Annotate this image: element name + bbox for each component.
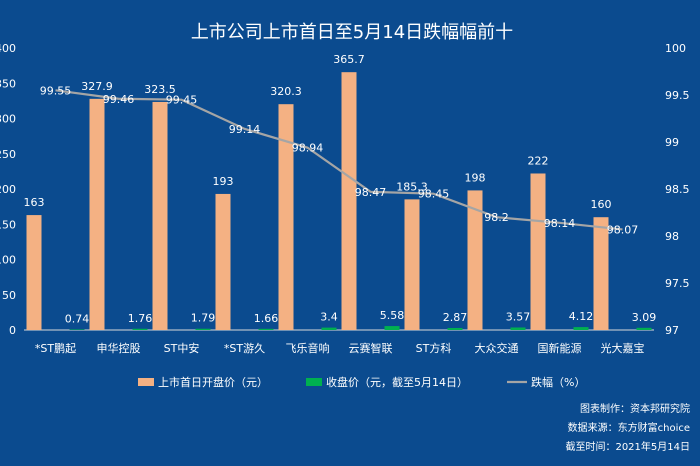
right-axis-tick-label: 98 xyxy=(665,230,679,243)
x-axis-tick-label: 申华控股 xyxy=(97,341,141,355)
open-price-label: 163 xyxy=(24,196,45,209)
right-axis-tick-label: 99.5 xyxy=(665,89,690,102)
open-price-bar xyxy=(278,104,294,330)
right-axis-tick-label: 97 xyxy=(665,324,679,337)
close-price-bar xyxy=(69,329,85,330)
open-price-bar xyxy=(467,190,483,330)
close-price-label: 2.87 xyxy=(443,311,468,324)
decline-label: 98.07 xyxy=(607,223,639,236)
bars xyxy=(26,72,652,331)
right-axis-tick-label: 99 xyxy=(665,136,679,149)
close-price-bar xyxy=(510,327,526,330)
left-axis-tick-label: 150 xyxy=(0,218,16,231)
close-price-bar xyxy=(258,328,274,330)
legend-label-close: 收盘价（元，截至5月14日） xyxy=(326,375,468,389)
close-price-label: 4.12 xyxy=(569,310,594,323)
open-price-label: 320.3 xyxy=(270,85,302,98)
close-price-label: 0.74 xyxy=(65,312,90,325)
x-axis-tick-label: *ST游久 xyxy=(224,342,265,355)
decline-label: 98.94 xyxy=(292,142,324,155)
legend-label-open: 上市首日开盘价（元） xyxy=(158,375,268,389)
decline-line xyxy=(55,89,623,231)
decline-label: 98.14 xyxy=(544,217,576,230)
open-price-label: 193 xyxy=(213,175,234,188)
x-axis-tick-label: *ST鹏起 xyxy=(35,342,76,355)
open-price-bar xyxy=(89,98,105,330)
close-price-bar xyxy=(195,328,211,330)
close-price-label: 3.09 xyxy=(632,311,657,324)
open-price-label: 327.9 xyxy=(81,80,113,93)
open-price-label: 160 xyxy=(591,198,612,211)
open-price-bar xyxy=(530,173,546,330)
footer-date: 截至时间：2021年5月14日 xyxy=(565,442,690,453)
close-price-bar xyxy=(132,328,148,330)
x-axis-tick-label: ST方科 xyxy=(416,341,452,355)
decline-label: 99.46 xyxy=(103,93,135,106)
open-price-bar xyxy=(341,72,357,330)
footer-maker: 图表制作：资本邦研究院 xyxy=(580,404,690,415)
close-price-label: 3.57 xyxy=(506,310,531,323)
x-axis-tick-label: 光大嘉宝 xyxy=(601,341,645,355)
open-price-label: 198 xyxy=(465,171,486,184)
decline-label: 99.45 xyxy=(166,94,198,107)
open-price-bar xyxy=(215,193,231,330)
open-price-label: 323.5 xyxy=(144,83,176,96)
line-series xyxy=(55,89,623,231)
left-axis-tick-label: 250 xyxy=(0,148,16,161)
data-labels: 163 0.74 327.9 1.76 323.5 1.79 193 1.66 320.3 3.4… xyxy=(24,53,657,325)
close-price-label: 3.4 xyxy=(320,311,338,324)
close-price-bar xyxy=(447,327,463,330)
footer-source: 数据来源：东方财富choice xyxy=(567,423,690,434)
x-axis-tick-label: ST中安 xyxy=(164,341,200,355)
right-axis-tick-label: 98.5 xyxy=(665,183,690,196)
close-price-label: 1.66 xyxy=(254,312,279,325)
decline-label: 98.2 xyxy=(484,211,509,224)
x-axis-tick-label: 国新能源 xyxy=(538,341,582,355)
left-axis-tick-label: 100 xyxy=(0,254,16,267)
left-axis-tick-label: 350 xyxy=(0,77,16,90)
left-axis-tick-label: 0 xyxy=(9,324,16,337)
legend-label-decline: 跌幅（%） xyxy=(531,375,585,389)
chart-footer: 图表制作：资本邦研究院 数据来源：东方财富choice 截至时间：2021年5月… xyxy=(565,400,690,457)
left-axis-tick-label: 300 xyxy=(0,113,16,126)
legend-swatch-close xyxy=(306,378,322,386)
right-axis-tick-label: 100 xyxy=(665,42,686,55)
close-price-label: 5.58 xyxy=(380,309,405,322)
open-price-bar xyxy=(404,199,420,330)
open-price-bar xyxy=(152,101,168,331)
left-axis-tick-label: 400 xyxy=(0,42,16,55)
right-axis-tick-label: 97.5 xyxy=(665,277,690,290)
legend: 上市首日开盘价（元） 收盘价（元，截至5月14日） 跌幅（%） xyxy=(138,375,585,389)
axes: 0 50 100 150 200 250 300 350 400 97 97.5 98 98.5 99 99… xyxy=(0,42,690,355)
close-price-bar xyxy=(636,327,652,330)
decline-label: 98.45 xyxy=(418,188,450,201)
x-axis-tick-label: 飞乐音响 xyxy=(286,341,330,355)
close-price-label: 1.79 xyxy=(191,312,216,325)
x-axis-tick-label: 大众交通 xyxy=(475,341,519,355)
open-price-bar xyxy=(593,217,609,330)
legend-swatch-open xyxy=(138,378,154,386)
close-price-bar xyxy=(573,327,589,330)
close-price-bar xyxy=(384,326,400,330)
decline-label: 99.55 xyxy=(40,84,72,97)
open-price-label: 365.7 xyxy=(333,53,365,66)
left-axis-tick-label: 200 xyxy=(0,183,16,196)
close-price-label: 1.76 xyxy=(128,312,153,325)
close-price-bar xyxy=(321,327,337,330)
chart-title: 上市公司上市首日至5月14日跌幅幅前十 xyxy=(191,22,513,43)
open-price-bar xyxy=(26,215,42,330)
open-price-label: 222 xyxy=(528,154,549,167)
decline-label: 98.47 xyxy=(355,186,387,199)
open-price-label: 185.3 xyxy=(396,180,428,193)
decline-label: 99.14 xyxy=(229,123,261,136)
x-axis-tick-label: 云赛智联 xyxy=(349,341,393,355)
left-axis-tick-label: 50 xyxy=(2,289,16,302)
